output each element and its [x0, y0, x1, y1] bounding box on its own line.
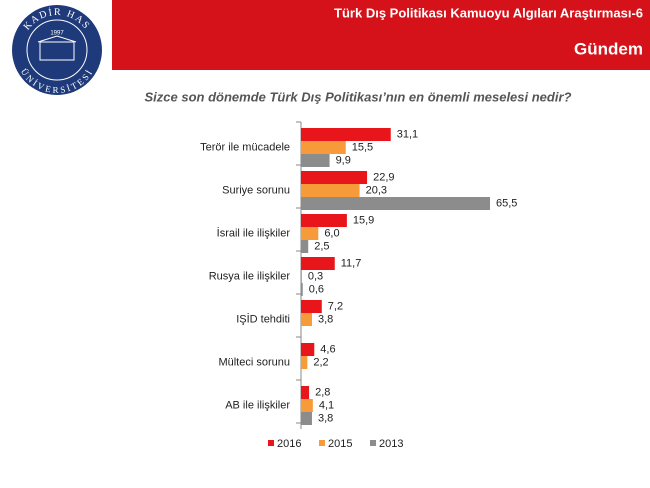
- value-label: 3,8: [318, 313, 333, 325]
- bar: [301, 300, 322, 313]
- chart-title: Sizce son dönemde Türk Dış Politikası’nı…: [145, 89, 572, 104]
- legend-swatch: [268, 440, 274, 446]
- header-banner: [112, 0, 650, 70]
- bar: [301, 227, 319, 240]
- bar: [301, 412, 312, 425]
- legend-label: 2016: [277, 438, 301, 450]
- value-label: 4,6: [320, 343, 335, 355]
- value-label: 2,5: [314, 240, 329, 252]
- legend-swatch: [319, 440, 325, 446]
- logo: KADİR HAS ÜNİVERSİTESİ 1997: [12, 5, 102, 95]
- bar: [301, 386, 310, 399]
- category-label: Terör ile mücadele: [200, 141, 290, 153]
- category-label: Suriye sorunu: [222, 184, 290, 196]
- bar: [301, 240, 309, 253]
- legend-label: 2013: [379, 438, 403, 450]
- logo-year: 1997: [50, 31, 64, 37]
- value-label: 65,5: [496, 197, 517, 209]
- bar: [301, 283, 303, 296]
- bar: [301, 197, 491, 210]
- category-label: Rusya ile ilişkiler: [209, 270, 291, 282]
- bar: [301, 343, 315, 356]
- bar: [301, 184, 360, 197]
- bar: [301, 257, 335, 270]
- value-label: 0,6: [309, 283, 324, 295]
- category-label: İsrail ile ilişkiler: [217, 226, 291, 239]
- value-label: 2,2: [313, 356, 328, 368]
- bar: [301, 270, 302, 283]
- header-title: Türk Dış Politikası Kamuoyu Algıları Ara…: [334, 5, 643, 20]
- bar: [301, 313, 312, 326]
- value-label: 0,3: [308, 270, 323, 282]
- category-label: IŞİD tehditi: [236, 312, 290, 325]
- value-label: 31,1: [397, 128, 418, 140]
- bar: [301, 141, 346, 154]
- value-label: 15,5: [352, 141, 373, 153]
- value-label: 11,7: [341, 257, 362, 269]
- value-label: 9,9: [336, 154, 351, 166]
- value-label: 2,8: [315, 386, 330, 398]
- bar: [301, 399, 313, 412]
- value-label: 22,9: [373, 171, 394, 183]
- category-label: AB ile ilişkiler: [225, 399, 290, 411]
- value-label: 15,9: [353, 214, 374, 226]
- legend-swatch: [370, 440, 376, 446]
- value-label: 20,3: [366, 184, 387, 196]
- legend-label: 2015: [328, 438, 352, 450]
- value-label: 3,8: [318, 412, 333, 424]
- header-section: Gündem: [574, 39, 643, 58]
- value-label: 6,0: [324, 227, 339, 239]
- bar: [301, 128, 391, 141]
- category-label: Mülteci sorunu: [218, 356, 290, 368]
- bar: [301, 356, 308, 369]
- value-label: 7,2: [328, 300, 343, 312]
- value-label: 4,1: [319, 399, 334, 411]
- bar: [301, 171, 368, 184]
- bar: [301, 154, 330, 167]
- bar: [301, 214, 347, 227]
